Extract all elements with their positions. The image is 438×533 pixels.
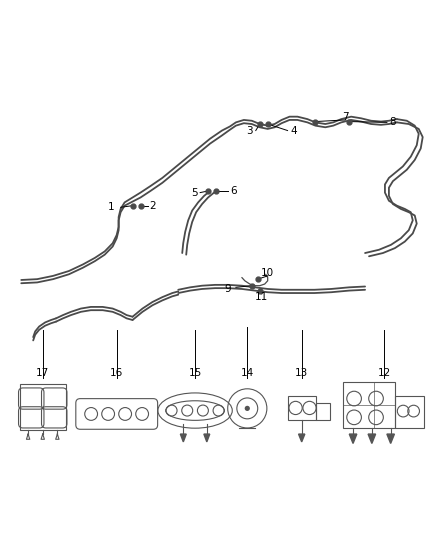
Text: 11: 11 xyxy=(255,292,268,302)
Text: 14: 14 xyxy=(240,368,254,378)
Polygon shape xyxy=(180,434,186,442)
Text: 16: 16 xyxy=(110,368,124,378)
Polygon shape xyxy=(349,434,357,443)
Text: 9: 9 xyxy=(225,284,231,294)
Text: 1: 1 xyxy=(107,203,114,212)
Text: 12: 12 xyxy=(378,368,391,378)
Text: 3: 3 xyxy=(247,126,253,135)
Text: 17: 17 xyxy=(36,368,49,378)
Polygon shape xyxy=(368,434,376,443)
Polygon shape xyxy=(204,434,210,442)
Polygon shape xyxy=(299,434,305,442)
Text: 15: 15 xyxy=(188,368,201,378)
Text: 10: 10 xyxy=(261,268,274,278)
Text: 5: 5 xyxy=(191,188,198,198)
Text: 2: 2 xyxy=(149,200,156,211)
Text: 7: 7 xyxy=(342,111,349,122)
Circle shape xyxy=(245,406,250,411)
Text: 6: 6 xyxy=(230,186,237,196)
Text: 13: 13 xyxy=(295,368,308,378)
Polygon shape xyxy=(387,434,394,443)
Text: 4: 4 xyxy=(290,126,297,135)
Text: 8: 8 xyxy=(389,117,396,127)
